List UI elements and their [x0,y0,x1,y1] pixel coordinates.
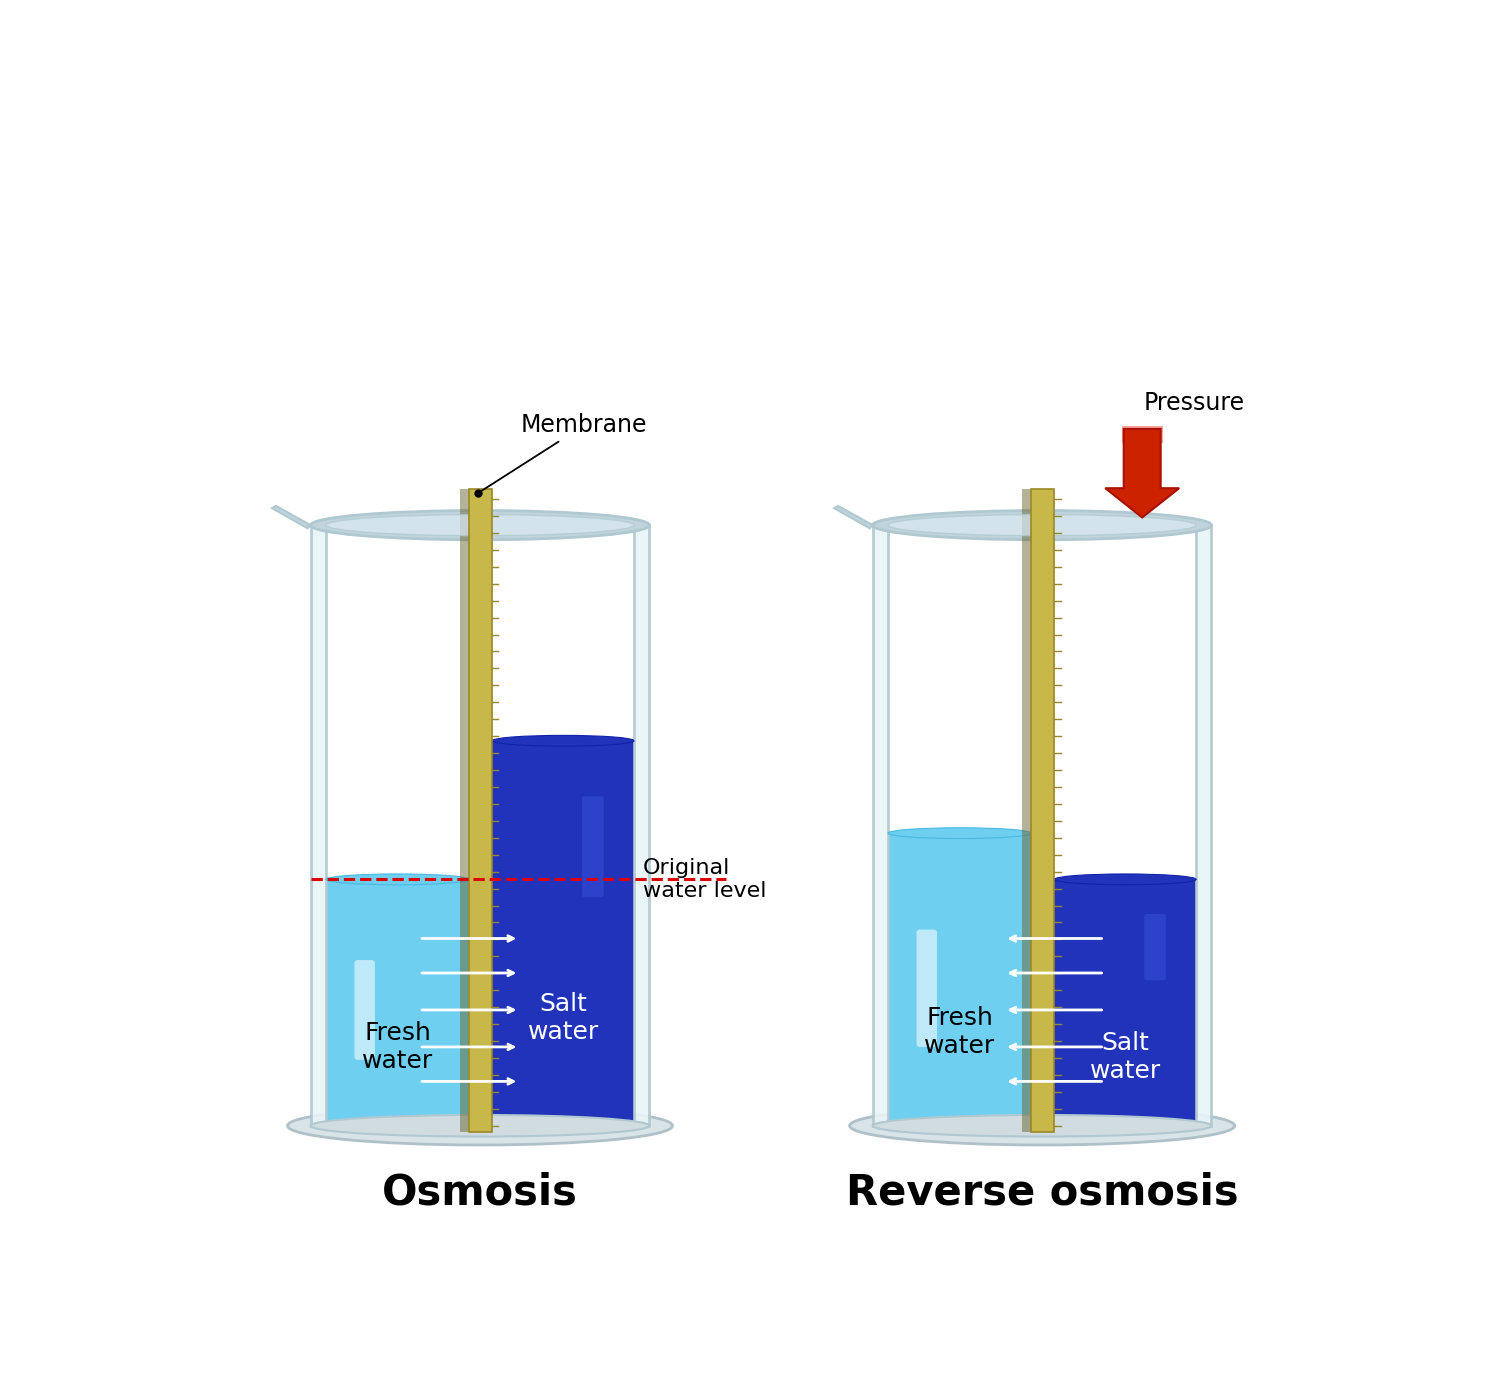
Text: Osmosis: Osmosis [382,1172,578,1214]
Ellipse shape [849,1107,1234,1144]
Ellipse shape [873,1115,1212,1136]
FancyArrow shape [1106,429,1179,518]
Ellipse shape [873,511,1212,540]
Bar [1122,425,1162,442]
Text: Pressure: Pressure [1143,392,1245,416]
Ellipse shape [888,828,1032,838]
Bar [470,490,492,1132]
Ellipse shape [326,515,634,536]
Bar [1032,490,1054,1132]
Bar [634,525,650,1126]
Ellipse shape [326,874,470,884]
Bar [1196,525,1212,1126]
FancyBboxPatch shape [354,960,375,1060]
Bar [492,740,634,1126]
Ellipse shape [310,1115,650,1136]
FancyBboxPatch shape [582,796,603,897]
Bar [460,490,471,1132]
Polygon shape [834,506,873,529]
Ellipse shape [1054,874,1196,884]
Text: Reverse osmosis: Reverse osmosis [846,1172,1239,1214]
Text: Membrane: Membrane [482,413,648,491]
Bar [1054,880,1196,1126]
Ellipse shape [888,515,1196,536]
Bar [873,525,888,1126]
Bar [1022,490,1034,1132]
Ellipse shape [288,1107,672,1144]
Text: Original
water level: Original water level [644,858,766,901]
Text: Salt
water: Salt water [1089,1031,1161,1083]
Text: Fresh
water: Fresh water [924,1006,996,1058]
Bar [310,525,326,1126]
Text: Salt
water: Salt water [528,992,598,1044]
Bar [326,880,470,1126]
Bar [888,834,1032,1126]
FancyBboxPatch shape [916,929,938,1046]
Ellipse shape [310,511,650,540]
Polygon shape [272,506,310,529]
Ellipse shape [492,736,634,746]
FancyBboxPatch shape [1144,914,1166,981]
Text: Fresh
water: Fresh water [362,1021,434,1073]
